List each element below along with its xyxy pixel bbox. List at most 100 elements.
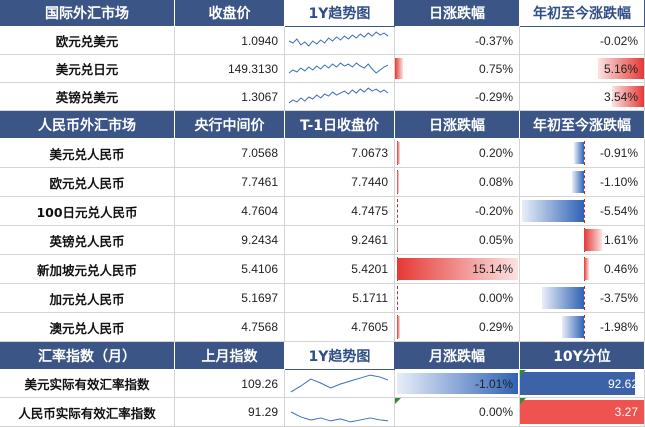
pair-name: 澳元兑人民币 — [0, 313, 175, 342]
ytd-change: -0.02% — [520, 27, 645, 55]
ytd-change-bar — [574, 142, 584, 164]
pair-name: 欧元兑人民币 — [0, 168, 175, 197]
zero-axis — [397, 286, 398, 310]
day-change: 0.29% — [395, 313, 520, 342]
ytd-change-bar — [612, 86, 644, 107]
table-row: 美元兑日元 149.3130 0.75% 5.16% — [0, 55, 645, 83]
zero-axis — [584, 315, 585, 339]
day-change-bar — [395, 58, 403, 79]
prev-close: 7.0673 — [285, 139, 395, 168]
day-change: 0.75% — [395, 55, 520, 83]
ytd-change-bar — [562, 316, 584, 338]
day-change-bar — [397, 171, 399, 193]
central-parity: 4.7568 — [175, 313, 285, 342]
pair-name: 加元兑人民币 — [0, 284, 175, 313]
col-header-10y-percentile: 10Y分位 — [520, 342, 645, 370]
prev-close: 9.2461 — [285, 226, 395, 255]
fx-section-header: 国际外汇市场 收盘价 1Y趋势图 日涨跌幅 年初至今涨跌幅 — [0, 0, 645, 27]
col-header-day-change: 日涨跌幅 — [395, 0, 520, 27]
percentile-fill — [520, 372, 635, 395]
index-name: 人民币实际有效汇率指数 — [0, 398, 175, 427]
col-header-index: 汇率指数（月） — [0, 342, 175, 370]
close-price: 1.3067 — [175, 83, 285, 111]
10y-percentile: 3.27 — [520, 398, 645, 427]
pair-name: 新加坡元兑人民币 — [0, 255, 175, 284]
table-row: 加元兑人民币 5.1697 5.1711 0.00% -3.75% — [0, 284, 645, 313]
trend-sparkline — [285, 370, 395, 398]
prev-close: 4.7605 — [285, 313, 395, 342]
percentile-fill — [520, 400, 644, 424]
day-change: 15.14% — [395, 255, 520, 284]
cell-marker — [395, 398, 401, 404]
index-name: 美元实际有效汇率指数 — [0, 370, 175, 398]
table-row: 100日元兑人民币 4.7604 4.7475 -0.20% -5.54% — [0, 197, 645, 226]
cell-marker — [520, 398, 526, 404]
day-change: -0.37% — [395, 27, 520, 55]
last-month-index: 109.26 — [175, 370, 285, 398]
ytd-change-bar — [598, 58, 644, 79]
ytd-change: 1.61% — [520, 226, 645, 255]
zero-axis — [584, 170, 585, 194]
day-change-bar — [397, 142, 400, 164]
pair-name: 美元兑日元 — [0, 55, 175, 83]
trend-sparkline — [285, 27, 395, 55]
pair-name: 英镑兑美元 — [0, 83, 175, 111]
central-parity: 5.4106 — [175, 255, 285, 284]
ytd-change-bar — [572, 171, 584, 193]
prev-close: 5.4201 — [285, 255, 395, 284]
col-header-central-parity: 央行中间价 — [175, 111, 285, 139]
central-parity: 9.2434 — [175, 226, 285, 255]
prev-close: 7.7440 — [285, 168, 395, 197]
month-change-bar — [397, 373, 518, 394]
ytd-change-bar — [584, 229, 602, 251]
trend-sparkline — [285, 83, 395, 111]
col-header-close: 收盘价 — [175, 0, 285, 27]
day-change-bar — [397, 229, 398, 251]
zero-axis — [397, 199, 398, 223]
day-change-bar — [397, 258, 518, 280]
pair-name: 美元兑人民币 — [0, 139, 175, 168]
trend-sparkline — [285, 55, 395, 83]
table-row: 新加坡元兑人民币 5.4106 5.4201 15.14% 0.46% — [0, 255, 645, 284]
col-header-last-month: 上月指数 — [175, 342, 285, 370]
ytd-change-bar — [584, 258, 589, 280]
day-change-bar — [397, 316, 400, 338]
table-row: 美元兑人民币 7.0568 7.0673 0.20% -0.91% — [0, 139, 645, 168]
ytd-change: 0.46% — [520, 255, 645, 284]
col-header-prev-close: T-1日收盘价 — [285, 111, 395, 139]
prev-close: 5.1711 — [285, 284, 395, 313]
ytd-change: -3.75% — [520, 284, 645, 313]
table-row: 英镑兑美元 1.3067 -0.29% 3.54% — [0, 83, 645, 111]
col-header-ytd-change: 年初至今涨跌幅 — [520, 111, 645, 139]
index-section-header: 汇率指数（月） 上月指数 1Y趋势图 月涨跌幅 10Y分位 — [0, 342, 645, 370]
ytd-change: -1.10% — [520, 168, 645, 197]
ytd-change: -1.98% — [520, 313, 645, 342]
table-row: 澳元兑人民币 4.7568 4.7605 0.29% -1.98% — [0, 313, 645, 342]
pair-name: 欧元兑美元 — [0, 27, 175, 55]
day-change: 0.00% — [395, 284, 520, 313]
pair-name: 英镑兑人民币 — [0, 226, 175, 255]
last-month-index: 91.29 — [175, 398, 285, 427]
month-change: 0.00% — [395, 398, 520, 427]
zero-axis — [584, 141, 585, 165]
10y-percentile: 92.62 — [520, 370, 645, 398]
col-header-day-change: 日涨跌幅 — [395, 111, 520, 139]
ytd-change-bar — [542, 287, 584, 309]
ytd-change: -0.91% — [520, 139, 645, 168]
cell-marker — [520, 370, 526, 376]
month-change: -1.01% — [395, 370, 520, 398]
day-change: -0.29% — [395, 83, 520, 111]
zero-axis — [584, 286, 585, 310]
day-change: 0.08% — [395, 168, 520, 197]
col-header-rmb-market: 人民币外汇市场 — [0, 111, 175, 139]
prev-close: 4.7475 — [285, 197, 395, 226]
col-header-month-change: 月涨跌幅 — [395, 342, 520, 370]
col-header-trend: 1Y趋势图 — [285, 0, 395, 27]
close-price: 149.3130 — [175, 55, 285, 83]
table-row: 人民币实际有效汇率指数 91.29 0.00% 3.27 — [0, 398, 645, 427]
pair-name: 100日元兑人民币 — [0, 197, 175, 226]
day-change: 0.20% — [395, 139, 520, 168]
trend-sparkline — [285, 398, 395, 427]
table-row: 英镑兑人民币 9.2434 9.2461 0.05% 1.61% — [0, 226, 645, 255]
